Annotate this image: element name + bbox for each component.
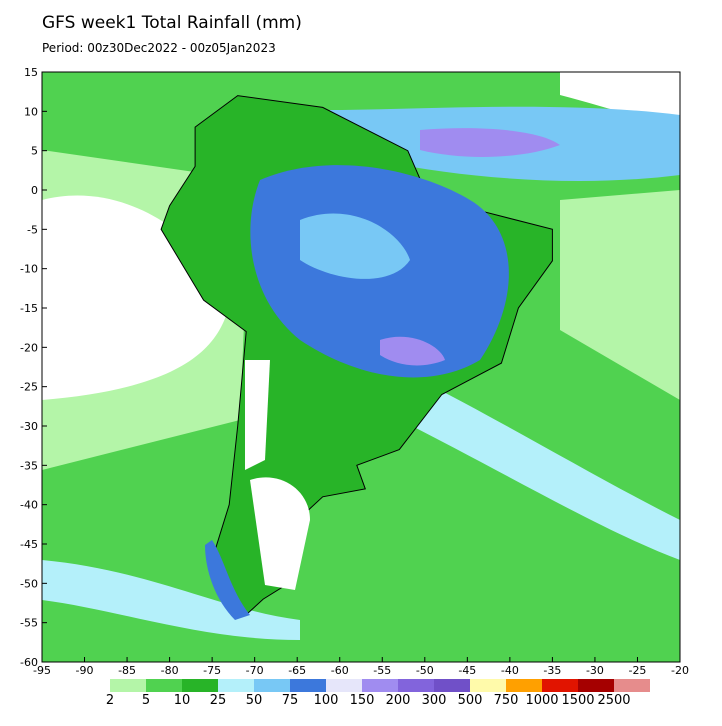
map-frame <box>41 71 681 663</box>
colorbar-box <box>218 679 254 692</box>
x-tick-label: -75 <box>203 664 221 677</box>
x-tick-label: -70 <box>246 664 264 677</box>
map-field <box>41 71 681 663</box>
itcz-core <box>420 128 560 157</box>
atacama-dry <box>245 360 270 470</box>
colorbar-label: 50 <box>246 693 263 708</box>
x-tick-label: -80 <box>161 664 179 677</box>
colorbar-label: 10 <box>174 693 191 708</box>
x-tick-label: -50 <box>416 664 434 677</box>
colorbar-label: 25 <box>210 693 227 708</box>
x-tick-label: -65 <box>288 664 306 677</box>
x-tick-label: -55 <box>373 664 391 677</box>
colorbar-box <box>110 679 146 692</box>
colorbar-label: 1500 <box>561 693 594 708</box>
colorbar-box <box>614 679 650 692</box>
axes: -95 -90 -85 -80 -75 -70 -65 -60 -55 -50 -45 -40 -35-… <box>20 66 689 677</box>
colorbar-box <box>470 679 506 692</box>
colorbar-box <box>182 679 218 692</box>
colorbar-box <box>362 679 398 692</box>
y-tick-label: -40 <box>20 499 38 512</box>
colorbar-box <box>326 679 362 692</box>
subtitle: Period: 00z30Dec2022 - 00z05Jan2023 <box>42 41 276 55</box>
colorbar-label: 75 <box>282 693 299 708</box>
x-tick-label: -95 <box>33 664 51 677</box>
x-tick-label: -35 <box>543 664 561 677</box>
colorbar-box <box>506 679 542 692</box>
x-tick-label: -60 <box>331 664 349 677</box>
colorbar-box <box>434 679 470 692</box>
colorbar-label: 300 <box>422 693 447 708</box>
colorbar-box <box>290 679 326 692</box>
colorbar: 2 5 10 25 50 75 100 150 200 300 500 750 1000 1500 2500 <box>106 679 650 708</box>
y-tick-label: -45 <box>20 538 38 551</box>
x-tick-label: -25 <box>628 664 646 677</box>
colorbar-label: 2500 <box>597 693 630 708</box>
x-tick-label: -45 <box>458 664 476 677</box>
y-tick-label: -20 <box>20 341 38 354</box>
heavy-core <box>380 336 445 366</box>
x-tick-label: -20 <box>671 664 689 677</box>
colorbar-box <box>254 679 290 692</box>
x-tick-label: -85 <box>118 664 136 677</box>
atlantic-light <box>560 190 680 400</box>
colorbar-label: 2 <box>106 693 114 708</box>
y-tick-label: -15 <box>20 302 38 315</box>
y-tick-label: -55 <box>20 617 38 630</box>
y-tick-label: -50 <box>20 577 38 590</box>
colorbar-label: 500 <box>458 693 483 708</box>
atlantic-dry <box>560 72 680 125</box>
patagonia-dry <box>250 477 310 590</box>
colorbar-label: 200 <box>386 693 411 708</box>
colorbar-label: 1000 <box>525 693 558 708</box>
colorbar-label: 750 <box>494 693 519 708</box>
y-tick-label: -35 <box>20 459 38 472</box>
chile-heavy <box>205 540 250 620</box>
y-tick-label: -5 <box>27 223 38 236</box>
y-tick-label: 0 <box>31 184 38 197</box>
colorbar-box <box>542 679 578 692</box>
x-tick-label: -90 <box>76 664 94 677</box>
south-band <box>42 560 300 640</box>
colorbar-label: 5 <box>142 693 150 708</box>
colorbar-label: 150 <box>350 693 375 708</box>
title: GFS week1 Total Rainfall (mm) <box>42 13 302 33</box>
y-tick-label: -30 <box>20 420 38 433</box>
x-tick-label: -40 <box>501 664 519 677</box>
y-tick-label: -10 <box>20 263 38 276</box>
frontal-band <box>400 380 680 560</box>
y-tick-label: -25 <box>20 381 38 394</box>
y-tick-label: 5 <box>31 145 38 158</box>
y-tick-label: 15 <box>24 66 38 79</box>
colorbar-box <box>578 679 614 692</box>
colorbar-box <box>398 679 434 692</box>
amazon-light <box>300 213 410 279</box>
y-tick-label: -60 <box>20 656 38 669</box>
colorbar-label: 100 <box>314 693 339 708</box>
y-tick-label: 10 <box>24 105 38 118</box>
x-tick-label: -30 <box>586 664 604 677</box>
colorbar-box <box>146 679 182 692</box>
